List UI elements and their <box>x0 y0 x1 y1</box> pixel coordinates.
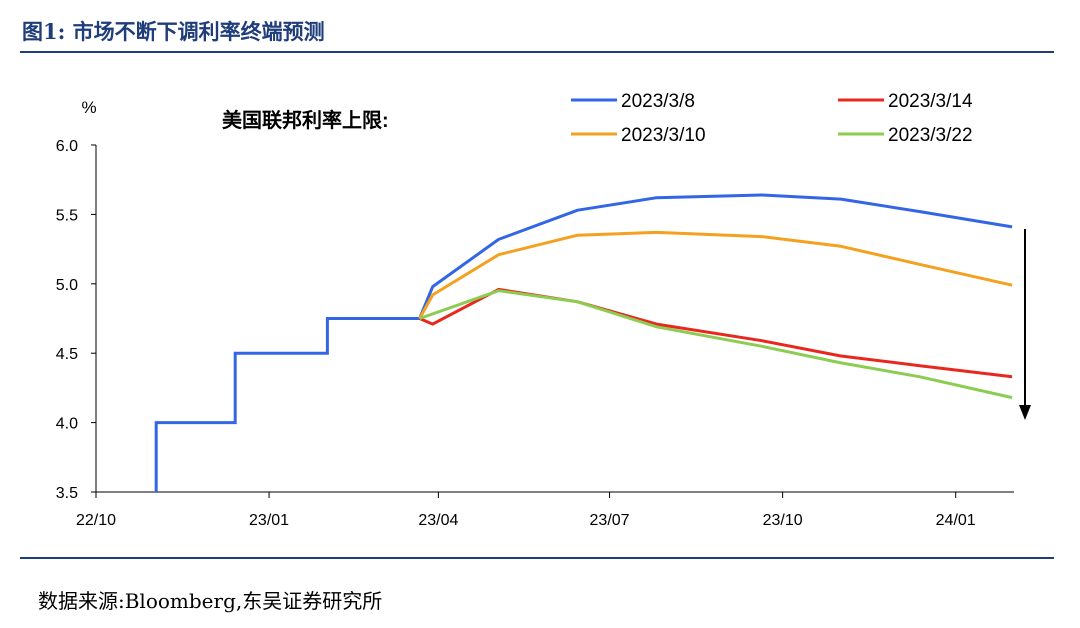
legend-label-2023-3-14: 2023/3/14 <box>888 91 973 112</box>
y-tick-label: 4.5 <box>56 346 78 363</box>
series-line-2023-3-22 <box>419 289 1013 400</box>
x-tick-label: 23/01 <box>249 512 289 529</box>
y-tick-label: 6.0 <box>56 138 78 155</box>
x-tick-label: 24/01 <box>936 512 976 529</box>
y-tick-label: 5.5 <box>56 207 78 224</box>
y-tick-label: 4.0 <box>56 416 78 433</box>
series-line-2023-3-8 <box>418 193 1013 320</box>
x-tick-label: 22/10 <box>76 512 116 529</box>
x-tick-label: 23/10 <box>763 512 803 529</box>
chart-title: 美国联邦利率上限: <box>222 108 389 132</box>
y-axis-label: % <box>81 98 96 117</box>
legend: 2023/3/8 2023/3/10 2023/3/14 2023/3/22 <box>571 91 973 146</box>
y-tick-label: 5.0 <box>56 277 78 294</box>
series-line-2023-3-10 <box>418 230 1013 320</box>
legend-label-2023-3-10: 2023/3/10 <box>621 125 706 146</box>
y-tick-label: 3.5 <box>56 485 78 502</box>
legend-label-2023-3-22: 2023/3/22 <box>888 125 973 146</box>
x-tick-label: 23/07 <box>590 512 630 529</box>
footer-rule <box>20 557 1054 559</box>
down-arrow-head <box>1019 405 1031 420</box>
x-tick-label: 23/04 <box>418 512 458 529</box>
legend-label-2023-3-8: 2023/3/8 <box>621 91 695 112</box>
source-note: 数据来源:Bloomberg,东吴证券研究所 <box>38 589 383 613</box>
line-chart: 3.5 4.0 4.5 5.0 5.5 6.0 22/10 23/01 23/04 23/07 23… <box>56 91 1031 529</box>
title-rule <box>20 51 1054 53</box>
axes: 3.5 4.0 4.5 5.0 5.5 6.0 22/10 23/01 23/04 23/07 23… <box>56 98 1014 529</box>
series-lines <box>154 193 1013 492</box>
series-line-2023-3-14 <box>419 287 1013 379</box>
annotations <box>1019 229 1031 420</box>
figure-title: 图1: 市场不断下调利率终端预测 <box>22 19 325 44</box>
historical-rate-line <box>154 317 420 492</box>
